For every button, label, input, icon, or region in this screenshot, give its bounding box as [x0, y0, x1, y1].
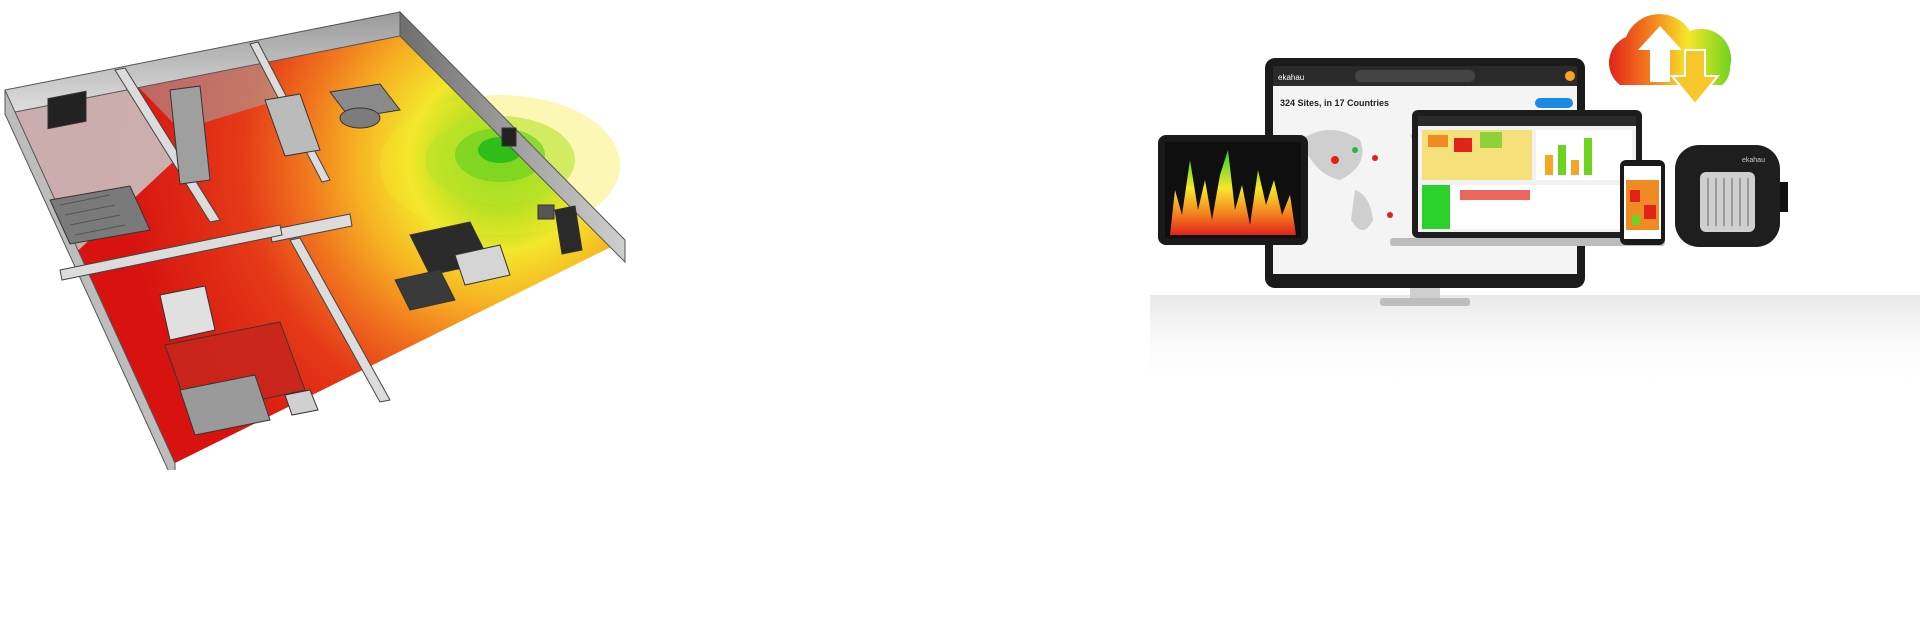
- furniture: [47, 83, 583, 436]
- cloud-sync-icon: [1608, 14, 1732, 106]
- floor-reflection: [1150, 295, 1920, 390]
- access-point-logo: ekahau: [1742, 157, 1765, 164]
- access-point-device: ekahau: [1675, 145, 1788, 247]
- rug-pattern: [59, 194, 126, 236]
- floorplan-heatmap: [4, 10, 626, 470]
- arrow-down-icon: [1669, 49, 1721, 106]
- phone-device: [1620, 160, 1665, 245]
- tablet-device: [1158, 135, 1308, 245]
- laptop-device: [1390, 110, 1665, 246]
- arrow-up-icon: [1638, 26, 1682, 82]
- device-lineup: ekahau 324 Sites, in 17 Countries: [1150, 14, 1920, 390]
- monitor-logo: ekahau: [1278, 73, 1304, 82]
- interior-walls: [59, 41, 391, 403]
- monitor-headline: 324 Sites, in 17 Countries: [1280, 98, 1389, 108]
- ap-signal-rings: [380, 95, 620, 235]
